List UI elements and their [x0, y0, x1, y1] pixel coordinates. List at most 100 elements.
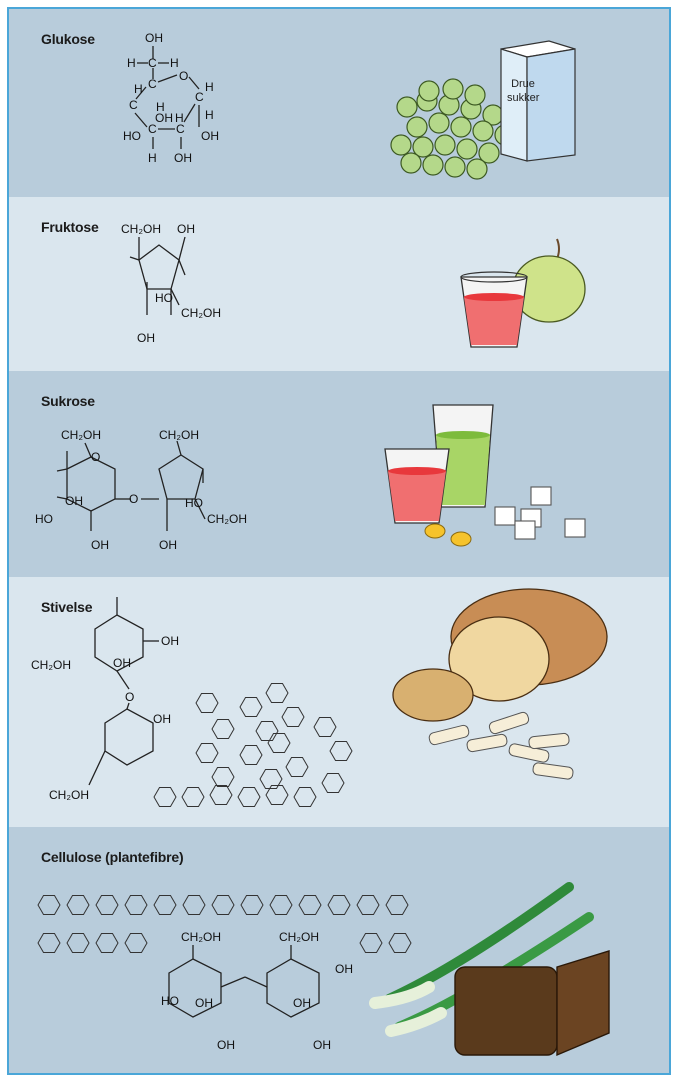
starch-glucose-unit	[313, 717, 337, 737]
cellulose-glucose-unit	[182, 895, 206, 915]
grape	[418, 80, 440, 102]
starch-glucose-unit	[237, 787, 261, 807]
label-ho: HO	[123, 129, 141, 143]
starch-glucose-unit	[293, 787, 317, 807]
starch-glucose-unit	[255, 721, 279, 741]
label-oh: OH	[65, 494, 83, 508]
label-o: O	[125, 690, 134, 704]
panel-glukose: Glukose OH H C H C O C C C C H H	[9, 9, 669, 197]
label-oh: OH	[313, 1038, 331, 1052]
cellulose-glucose-unit	[388, 933, 412, 953]
starch-glucose-unit	[239, 697, 263, 717]
label-ch2oh: CH₂OH	[121, 222, 161, 236]
label-ch2oh: CH₂OH	[49, 788, 89, 802]
label-ch2oh: CH₂OH	[207, 512, 247, 526]
label-c: C	[129, 98, 138, 112]
cellulose-glucose-unit	[37, 933, 61, 953]
starch-glucose-unit	[195, 693, 219, 713]
stivelse-structure: OH CH₂OH OH O OH CH₂OH	[31, 597, 353, 807]
label-ch2oh: CH₂OH	[159, 428, 199, 442]
label-oh: OH	[293, 996, 311, 1010]
label-oh: OH	[159, 538, 177, 552]
cellulose-glucose-unit	[356, 895, 380, 915]
label-c: C	[148, 56, 157, 70]
label-o: O	[179, 69, 188, 83]
cellulose-glucose-unit	[269, 895, 293, 915]
grape	[478, 142, 500, 164]
panel-cellulose: Cellulose (plantefibre) CH₂OH CH₂OH HO O…	[9, 827, 669, 1073]
cellulose-glucose-unit	[66, 933, 90, 953]
sweets-illustration	[384, 404, 586, 547]
grape	[406, 116, 428, 138]
label-h: H	[148, 151, 157, 165]
label-ho: HO	[161, 994, 179, 1008]
starch-glucose-unit	[153, 787, 177, 807]
sukrose-structure: O CH₂OH OH HO OH O CH₂OH HO OH CH₂OH	[35, 428, 247, 552]
cellulose-glucose-unit	[37, 895, 61, 915]
panel-stivelse: Stivelse OH CH₂OH OH O OH CH₂OH	[9, 577, 669, 827]
sugar-box-label: Drue sukker	[507, 77, 539, 105]
starch-glucose-unit	[181, 787, 205, 807]
label-h: H	[205, 108, 214, 122]
label-h: H	[134, 82, 143, 96]
label-oh: OH	[155, 111, 173, 125]
label-o: O	[129, 492, 138, 506]
panel-title-sukrose: Sukrose	[41, 393, 95, 409]
label-c: C	[148, 77, 157, 91]
ring-oxygen: O	[91, 450, 100, 464]
label-h: H	[205, 80, 214, 94]
cellulose-glucose-unit	[211, 895, 235, 915]
panel-title-glukose: Glukose	[41, 31, 95, 47]
starch-glucose-unit	[267, 733, 291, 753]
cellulose-structure: CH₂OH CH₂OH HO OH OH OH OH OH	[37, 895, 412, 1052]
label-ch2oh: CH₂OH	[181, 306, 221, 320]
starch-glucose-unit	[265, 683, 289, 703]
label-h: H	[175, 111, 184, 125]
grape	[472, 120, 494, 142]
grape	[444, 156, 466, 178]
panel-title-cellulose: Cellulose (plantefibre)	[41, 849, 184, 865]
label-oh: OH	[153, 712, 171, 726]
sugar-box-illustration	[500, 40, 576, 162]
cellulose-glucose-unit	[124, 933, 148, 953]
cellulose-glucose-unit	[240, 895, 264, 915]
starch-glucose-unit	[211, 767, 235, 787]
label-oh: OH	[145, 31, 163, 45]
grape	[450, 116, 472, 138]
label-c: C	[176, 122, 185, 136]
cellulose-glucose-unit	[124, 895, 148, 915]
panel-title-fruktose: Fruktose	[41, 219, 99, 235]
label-oh: OH	[137, 331, 155, 345]
label-oh: OH	[217, 1038, 235, 1052]
starch-glucose-unit	[329, 741, 353, 761]
grape	[466, 158, 488, 180]
starch-glucose-unit	[195, 743, 219, 763]
cellulose-glucose-unit	[359, 933, 383, 953]
grape	[412, 136, 434, 158]
grape	[400, 152, 422, 174]
label-ch2oh: CH₂OH	[181, 930, 221, 944]
grape	[456, 138, 478, 160]
cellulose-glucose-unit	[298, 895, 322, 915]
label-c: C	[195, 90, 204, 104]
starch-glucose-unit	[211, 719, 235, 739]
starch-glucose-unit	[321, 773, 345, 793]
starch-glucose-unit	[285, 757, 309, 777]
label-h: H	[127, 56, 136, 70]
starch-glucose-unit	[281, 707, 305, 727]
cellulose-glucose-unit	[66, 895, 90, 915]
label-oh: OH	[174, 151, 192, 165]
label-oh: OH	[161, 634, 179, 648]
leek-bread-illustration	[369, 882, 610, 1057]
grape	[422, 154, 444, 176]
fruktose-structure: CH₂OH OH HO CH₂OH OH	[121, 222, 221, 345]
starch-glucose-unit	[209, 785, 233, 805]
panel-sukrose: Sukrose O CH₂OH OH HO OH O CH₂OH HO	[9, 371, 669, 577]
glukose-structure: OH H C H C O C C C C H H H H	[123, 31, 219, 165]
grape	[442, 78, 464, 100]
grape	[390, 134, 412, 156]
label-ho: HO	[35, 512, 53, 526]
label-oh: OH	[113, 656, 131, 670]
starch-glucose-unit	[239, 745, 263, 765]
starch-glucose-unit	[259, 769, 283, 789]
